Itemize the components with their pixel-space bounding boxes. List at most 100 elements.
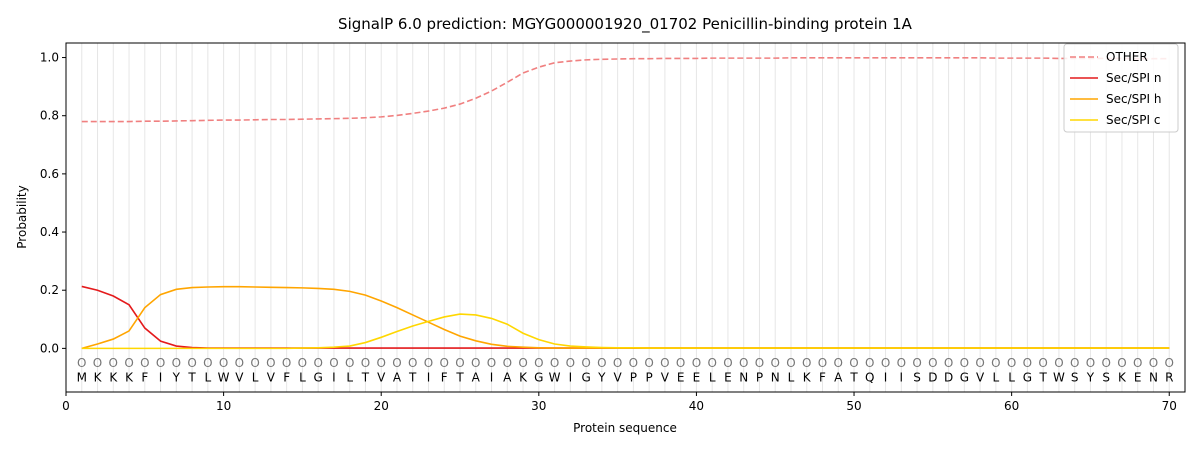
residue-label: Y [172,370,181,384]
residue-label: L [993,370,1000,384]
x-tick-label: 50 [846,399,861,413]
x-tick-label: 20 [374,399,389,413]
residue-label: I [884,370,888,384]
x-axis-label: Protein sequence [573,421,677,435]
legend-label: OTHER [1106,50,1148,64]
residue-annotation: O [644,356,653,370]
residue-label: V [377,370,386,384]
residue-label: L [1008,370,1015,384]
series-line-sec-spi-c [81,313,1170,350]
residue-label: L [205,370,212,384]
residue-label: E [677,370,685,384]
residue-label: T [455,370,464,384]
residue-label: M [77,370,87,384]
residue-annotation: O [408,356,417,370]
residue-annotation: O [534,356,543,370]
residue-annotation: O [345,356,354,370]
legend-label: Sec/SPI c [1106,113,1160,127]
x-tick-label: 60 [1004,399,1019,413]
residue-label: G [534,370,543,384]
residue-annotation: O [660,356,669,370]
residue-label: L [346,370,353,384]
residue-label: A [834,370,843,384]
residue-annotation: O [124,356,133,370]
residue-annotation: O [1023,356,1032,370]
residue-label: Y [597,370,606,384]
residue-label: I [490,370,494,384]
residue-label: D [928,370,937,384]
residue-annotation: O [329,356,338,370]
series-line-sec-spi-n [81,285,1170,349]
residue-label: F [141,370,148,384]
residue-label: S [1071,370,1079,384]
residue-annotation: O [1165,356,1174,370]
series-lines [81,57,1170,350]
chart-title: SignalP 6.0 prediction: MGYG000001920_01… [338,15,913,34]
x-axis: 0 10 20 30 40 50 60 70 [62,392,1177,413]
residue-annotation: O [1117,356,1126,370]
residue-annotation: O [503,356,512,370]
residue-label: L [299,370,306,384]
residue-annotation: O [487,356,496,370]
residue-label: W [218,370,230,384]
residue-annotation: O [802,356,811,370]
y-tick-label: 0.2 [40,283,59,297]
residue-label: I [569,370,573,384]
residue-annotation: O [755,356,764,370]
residue-annotation: O [282,356,291,370]
residue-grid [81,43,1170,392]
legend-box [1063,43,1179,133]
residue-label: G [314,370,323,384]
residue-annotation: O [975,356,984,370]
residue-label: K [519,370,528,384]
residue-label: L [788,370,795,384]
residue-label: N [1149,370,1158,384]
residue-annotation: O [203,356,212,370]
residue-annotation: O [739,356,748,370]
residue-annotation: O [613,356,622,370]
residue-annotation: O [1101,356,1110,370]
y-tick-label: 0.6 [40,167,59,181]
residue-annotation: O [1149,356,1158,370]
residue-annotation: O [865,356,874,370]
residue-label: V [976,370,985,384]
residue-label: L [709,370,716,384]
residue-label: N [739,370,748,384]
residue-label: V [235,370,244,384]
series-line-sec-spi-h [81,285,1170,350]
residue-annotation: O [156,356,165,370]
residue-label: E [693,370,701,384]
residue-label: W [1053,370,1065,384]
residue-annotation: O [313,356,322,370]
residue-label: V [267,370,276,384]
residue-label: G [960,370,969,384]
residue-annotation: O [881,356,890,370]
residue-label: I [900,370,904,384]
residue-annotation: O [550,356,559,370]
residue-label: I [427,370,431,384]
residue-label: A [393,370,402,384]
residue-annotation: O [770,356,779,370]
residue-annotation: O [77,356,86,370]
residue-annotation: O [1070,356,1079,370]
residue-label: T [849,370,858,384]
residue-label: V [661,370,670,384]
residue-annotation: O [518,356,527,370]
residue-label: P [630,370,637,384]
residue-annotation: O [172,356,181,370]
residue-label: I [159,370,163,384]
residue-label: T [187,370,196,384]
x-tick-label: 70 [1162,399,1177,413]
y-tick-label: 0.0 [40,341,59,355]
x-tick-label: 0 [62,399,70,413]
residue-label: I [332,370,336,384]
residue-annotation: O [219,356,228,370]
residue-label: P [756,370,763,384]
residue-annotation: O [266,356,275,370]
residue-label: T [408,370,417,384]
residue-annotation: O [250,356,259,370]
residue-label: Q [865,370,874,384]
residue-annotation: O [692,356,701,370]
y-tick-label: 0.4 [40,225,59,239]
